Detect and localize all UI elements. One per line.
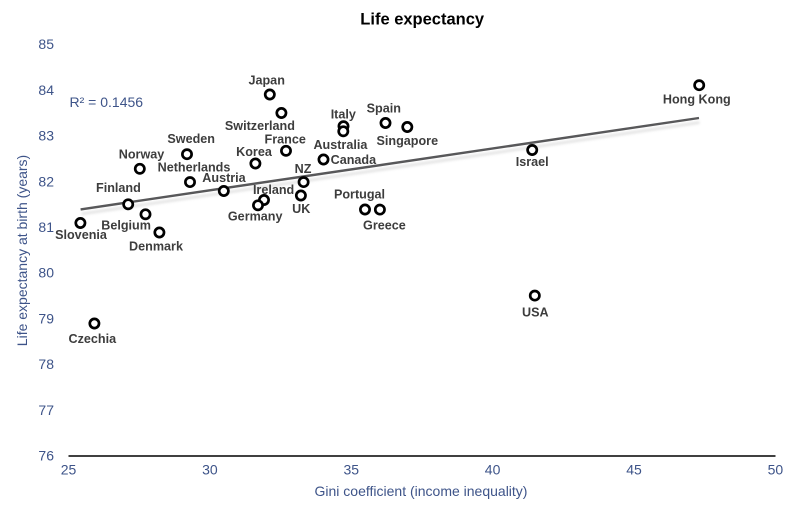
- svg-text:Korea: Korea: [236, 145, 273, 159]
- svg-text:France: France: [265, 133, 306, 147]
- svg-text:Switzerland: Switzerland: [225, 119, 295, 133]
- svg-text:Norway: Norway: [119, 148, 165, 162]
- svg-text:85: 85: [38, 36, 54, 52]
- svg-text:84: 84: [38, 82, 54, 98]
- svg-text:Canada: Canada: [331, 153, 377, 167]
- svg-text:Gini coefficient (income inequ: Gini coefficient (income inequality): [315, 483, 528, 499]
- svg-text:R² = 0.1456: R² = 0.1456: [70, 94, 144, 110]
- svg-text:UK: UK: [292, 202, 310, 216]
- svg-text:NZ: NZ: [295, 162, 312, 176]
- svg-text:Slovenia: Slovenia: [55, 228, 108, 242]
- svg-text:Denmark: Denmark: [129, 239, 184, 253]
- svg-text:Japan: Japan: [248, 73, 284, 87]
- svg-text:Italy: Italy: [331, 108, 356, 122]
- svg-text:Germany: Germany: [228, 209, 283, 223]
- svg-text:50: 50: [768, 462, 784, 478]
- svg-text:Sweden: Sweden: [167, 132, 215, 146]
- svg-text:Hong Kong: Hong Kong: [663, 93, 731, 107]
- svg-text:Belgium: Belgium: [101, 219, 151, 233]
- svg-text:35: 35: [344, 462, 360, 478]
- svg-text:Life expectancy at birth (year: Life expectancy at birth (years): [14, 155, 30, 346]
- svg-text:Czechia: Czechia: [68, 332, 117, 346]
- svg-text:25: 25: [61, 462, 77, 478]
- svg-text:81: 81: [38, 219, 54, 235]
- svg-text:USA: USA: [522, 306, 549, 320]
- svg-text:Austria: Austria: [202, 171, 246, 185]
- svg-text:40: 40: [485, 462, 501, 478]
- svg-text:78: 78: [38, 356, 54, 372]
- svg-text:80: 80: [38, 265, 54, 281]
- svg-text:Portugal: Portugal: [334, 187, 385, 201]
- svg-text:30: 30: [202, 462, 218, 478]
- svg-text:Australia: Australia: [313, 138, 368, 152]
- svg-text:Ireland: Ireland: [253, 183, 294, 197]
- svg-text:Singapore: Singapore: [377, 134, 439, 148]
- svg-text:Life expectancy: Life expectancy: [360, 11, 485, 29]
- svg-text:Israel: Israel: [516, 155, 549, 169]
- svg-text:76: 76: [38, 448, 54, 464]
- svg-text:83: 83: [38, 128, 54, 144]
- svg-text:77: 77: [38, 402, 54, 418]
- svg-text:82: 82: [38, 173, 54, 189]
- svg-text:Spain: Spain: [367, 102, 401, 116]
- svg-text:Greece: Greece: [363, 218, 406, 232]
- svg-text:79: 79: [38, 310, 54, 326]
- svg-text:Finland: Finland: [96, 181, 141, 195]
- svg-text:45: 45: [626, 462, 642, 478]
- svg-text:Netherlands: Netherlands: [158, 160, 231, 174]
